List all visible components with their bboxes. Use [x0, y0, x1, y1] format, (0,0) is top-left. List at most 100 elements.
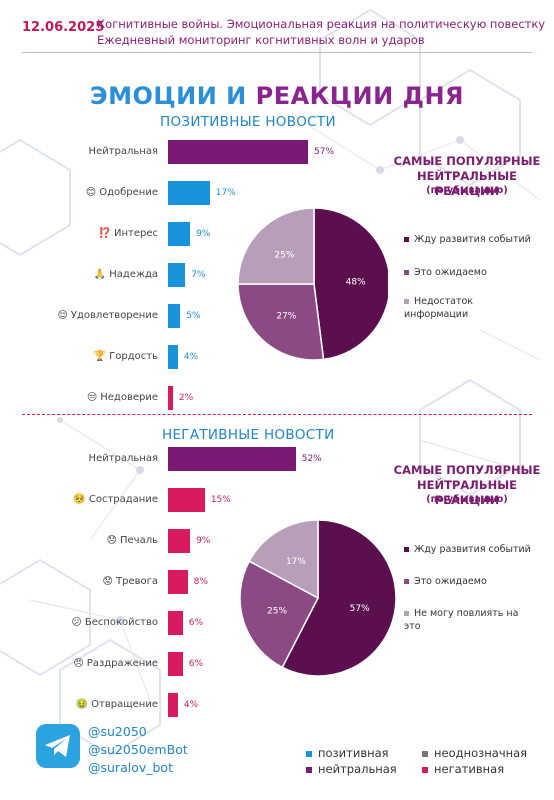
- negative-legend-swatch: [404, 579, 409, 584]
- positive-bar-label: Нейтральная: [89, 146, 158, 157]
- negative-bar-label: 😕 Беспокойство: [71, 617, 158, 628]
- negative-bar-label-text: Раздражение: [86, 658, 158, 669]
- negative-pie-label: 57%: [350, 604, 370, 614]
- legend-ambiguous: неоднозначная: [422, 746, 527, 760]
- negative-pie-chart: 57% 25% 17%: [239, 519, 397, 677]
- legend-positive: позитивная: [306, 746, 389, 760]
- positive-emotion-icon: 😊: [85, 187, 97, 198]
- negative-legend-swatch: [404, 547, 409, 552]
- positive-bar-value: 57%: [314, 147, 335, 157]
- header-divider: [22, 52, 532, 53]
- negative-bar-value: 52%: [301, 454, 322, 464]
- positive-bar: [168, 304, 181, 328]
- positive-bar-label: 😊 Одобрение: [86, 187, 158, 198]
- positive-bar-label: ⁉️ Интерес: [99, 228, 158, 239]
- bot-handle-2[interactable]: @suralov_bot: [88, 760, 173, 775]
- negative-bar-label: 🤢 Отвращение: [76, 699, 158, 710]
- negative-emotion-icon: 😕: [71, 617, 82, 628]
- legend-negative-label: негативная: [434, 762, 505, 776]
- positive-bar-label: 😒 Недоверие: [87, 392, 158, 403]
- header-subtitle: Ежедневный мониторинг когнитивных волн и…: [97, 33, 425, 47]
- negative-side-subtitle: (по убыванию): [426, 494, 508, 505]
- positive-bar-label: 🏆 Гордость: [94, 351, 158, 362]
- positive-emotion-icon: 🏆: [93, 351, 107, 362]
- negative-bar-label-text: Печаль: [120, 535, 158, 546]
- positive-emotion-icon: 🙏: [93, 269, 107, 280]
- legend-neutral-label: нейтральная: [318, 762, 397, 776]
- negative-bar-value: 15%: [210, 495, 231, 505]
- positive-emotion-icon: ⁉️: [98, 228, 111, 239]
- positive-bar: [168, 222, 191, 246]
- negative-section-title: НЕГАТИВНЫЕ НОВОСТИ: [162, 427, 335, 443]
- negative-legend-item: Жду развития событий: [404, 543, 534, 556]
- telegram-icon[interactable]: [36, 724, 80, 768]
- legend-negative-swatch: [422, 766, 428, 773]
- section-divider: [22, 414, 532, 415]
- positive-bar-label-text: Одобрение: [99, 187, 158, 198]
- legend-ambiguous-label: неоднозначная: [434, 746, 528, 760]
- negative-bar-label: Нейтральная: [89, 453, 158, 464]
- positive-side-title: САМЫЕ ПОПУЛЯРНЫЕ НЕЙТРАЛЬНЫЕ РЕАКЦИИ: [393, 154, 541, 198]
- positive-section-title: ПОЗИТИВНЫЕ НОВОСТИ: [160, 114, 336, 130]
- negative-bar-label: 😠 Раздражение: [73, 658, 158, 669]
- positive-emotion-icon: 😒: [86, 392, 98, 403]
- positive-pie-slice: [313, 207, 388, 361]
- positive-bar: [168, 345, 178, 369]
- positive-legend-swatch: [404, 270, 409, 275]
- main-title: ЭМОЦИИ И РЕАКЦИИ ДНЯ: [0, 82, 554, 110]
- positive-bar: [168, 181, 210, 205]
- negative-pie-slice: [248, 519, 319, 600]
- positive-bar-label-text: Удовлетворение: [70, 310, 158, 321]
- negative-bar-label: 😞 Печаль: [107, 535, 158, 546]
- positive-pie-label: 48%: [346, 277, 366, 287]
- positive-bar: [168, 140, 308, 164]
- negative-legend-label: Это ожидаемо: [414, 576, 487, 587]
- negative-bar-label: 😟 Тревога: [103, 576, 158, 587]
- positive-pie-label: 27%: [276, 311, 296, 321]
- legend-ambiguous-swatch: [422, 750, 428, 757]
- legend-negative: негативная: [422, 762, 504, 776]
- positive-bar-value: 9%: [196, 229, 211, 239]
- negative-bar: [168, 488, 205, 512]
- positive-bar: [168, 263, 186, 287]
- negative-legend-label: Не могу повлиять на это: [404, 608, 519, 632]
- positive-legend-label: Недостаток информации: [404, 296, 474, 320]
- negative-legend-item: Не могу повлиять на это: [404, 607, 534, 633]
- positive-legend-label: Жду развития событий: [414, 234, 531, 245]
- main-title-part2: РЕАКЦИИ ДНЯ: [255, 82, 465, 110]
- positive-legend-swatch: [404, 237, 409, 242]
- legend-neutral-swatch: [306, 766, 312, 773]
- negative-bar-label-text: Сострадание: [88, 494, 158, 505]
- positive-emotion-icon: 😌: [57, 310, 68, 321]
- legend-positive-label: позитивная: [318, 746, 389, 760]
- negative-bar-value: 6%: [188, 659, 204, 669]
- bot-handle[interactable]: @su2050emBot: [88, 742, 188, 757]
- negative-bar-value: 4%: [183, 700, 199, 710]
- positive-pie-slice: [238, 207, 315, 285]
- positive-bar-label-text: Интерес: [114, 228, 158, 239]
- negative-bar-label-text: Тревога: [115, 576, 158, 587]
- header-title: Когнитивные войны. Эмоциональная реакция…: [97, 17, 546, 31]
- telegram-plane-icon: [45, 735, 70, 757]
- negative-pie-label: 17%: [286, 557, 306, 567]
- positive-bar-label-text: Нейтральная: [88, 146, 158, 157]
- positive-legend-label: Это ожидаемо: [414, 267, 487, 278]
- positive-bar-value: 2%: [178, 393, 194, 403]
- negative-bar-label-text: Беспокойство: [84, 617, 158, 628]
- channel-handle[interactable]: @su2050: [88, 724, 147, 739]
- negative-emotion-icon: 😟: [102, 576, 113, 587]
- main-title-part1: ЭМОЦИИ И: [89, 82, 256, 110]
- positive-bar-value: 4%: [183, 352, 199, 362]
- positive-bar-value: 17%: [215, 188, 236, 198]
- negative-bar-value: 8%: [193, 577, 208, 587]
- positive-legend-item: Это ожидаемо: [404, 266, 534, 279]
- negative-side-title: САМЫЕ ПОПУЛЯРНЫЕ НЕЙТРАЛЬНЫЕ РЕАКЦИИ: [393, 463, 541, 507]
- negative-bar-label: 🥺 Сострадание: [73, 494, 158, 505]
- negative-legend-label: Жду развития событий: [414, 544, 531, 555]
- negative-bar: [168, 611, 183, 635]
- positive-pie-chart: 48% 27% 25%: [238, 207, 388, 361]
- legend-neutral: нейтральная: [306, 762, 397, 776]
- report-date: 12.06.2025: [22, 20, 105, 35]
- negative-bar-value: 6%: [188, 618, 204, 628]
